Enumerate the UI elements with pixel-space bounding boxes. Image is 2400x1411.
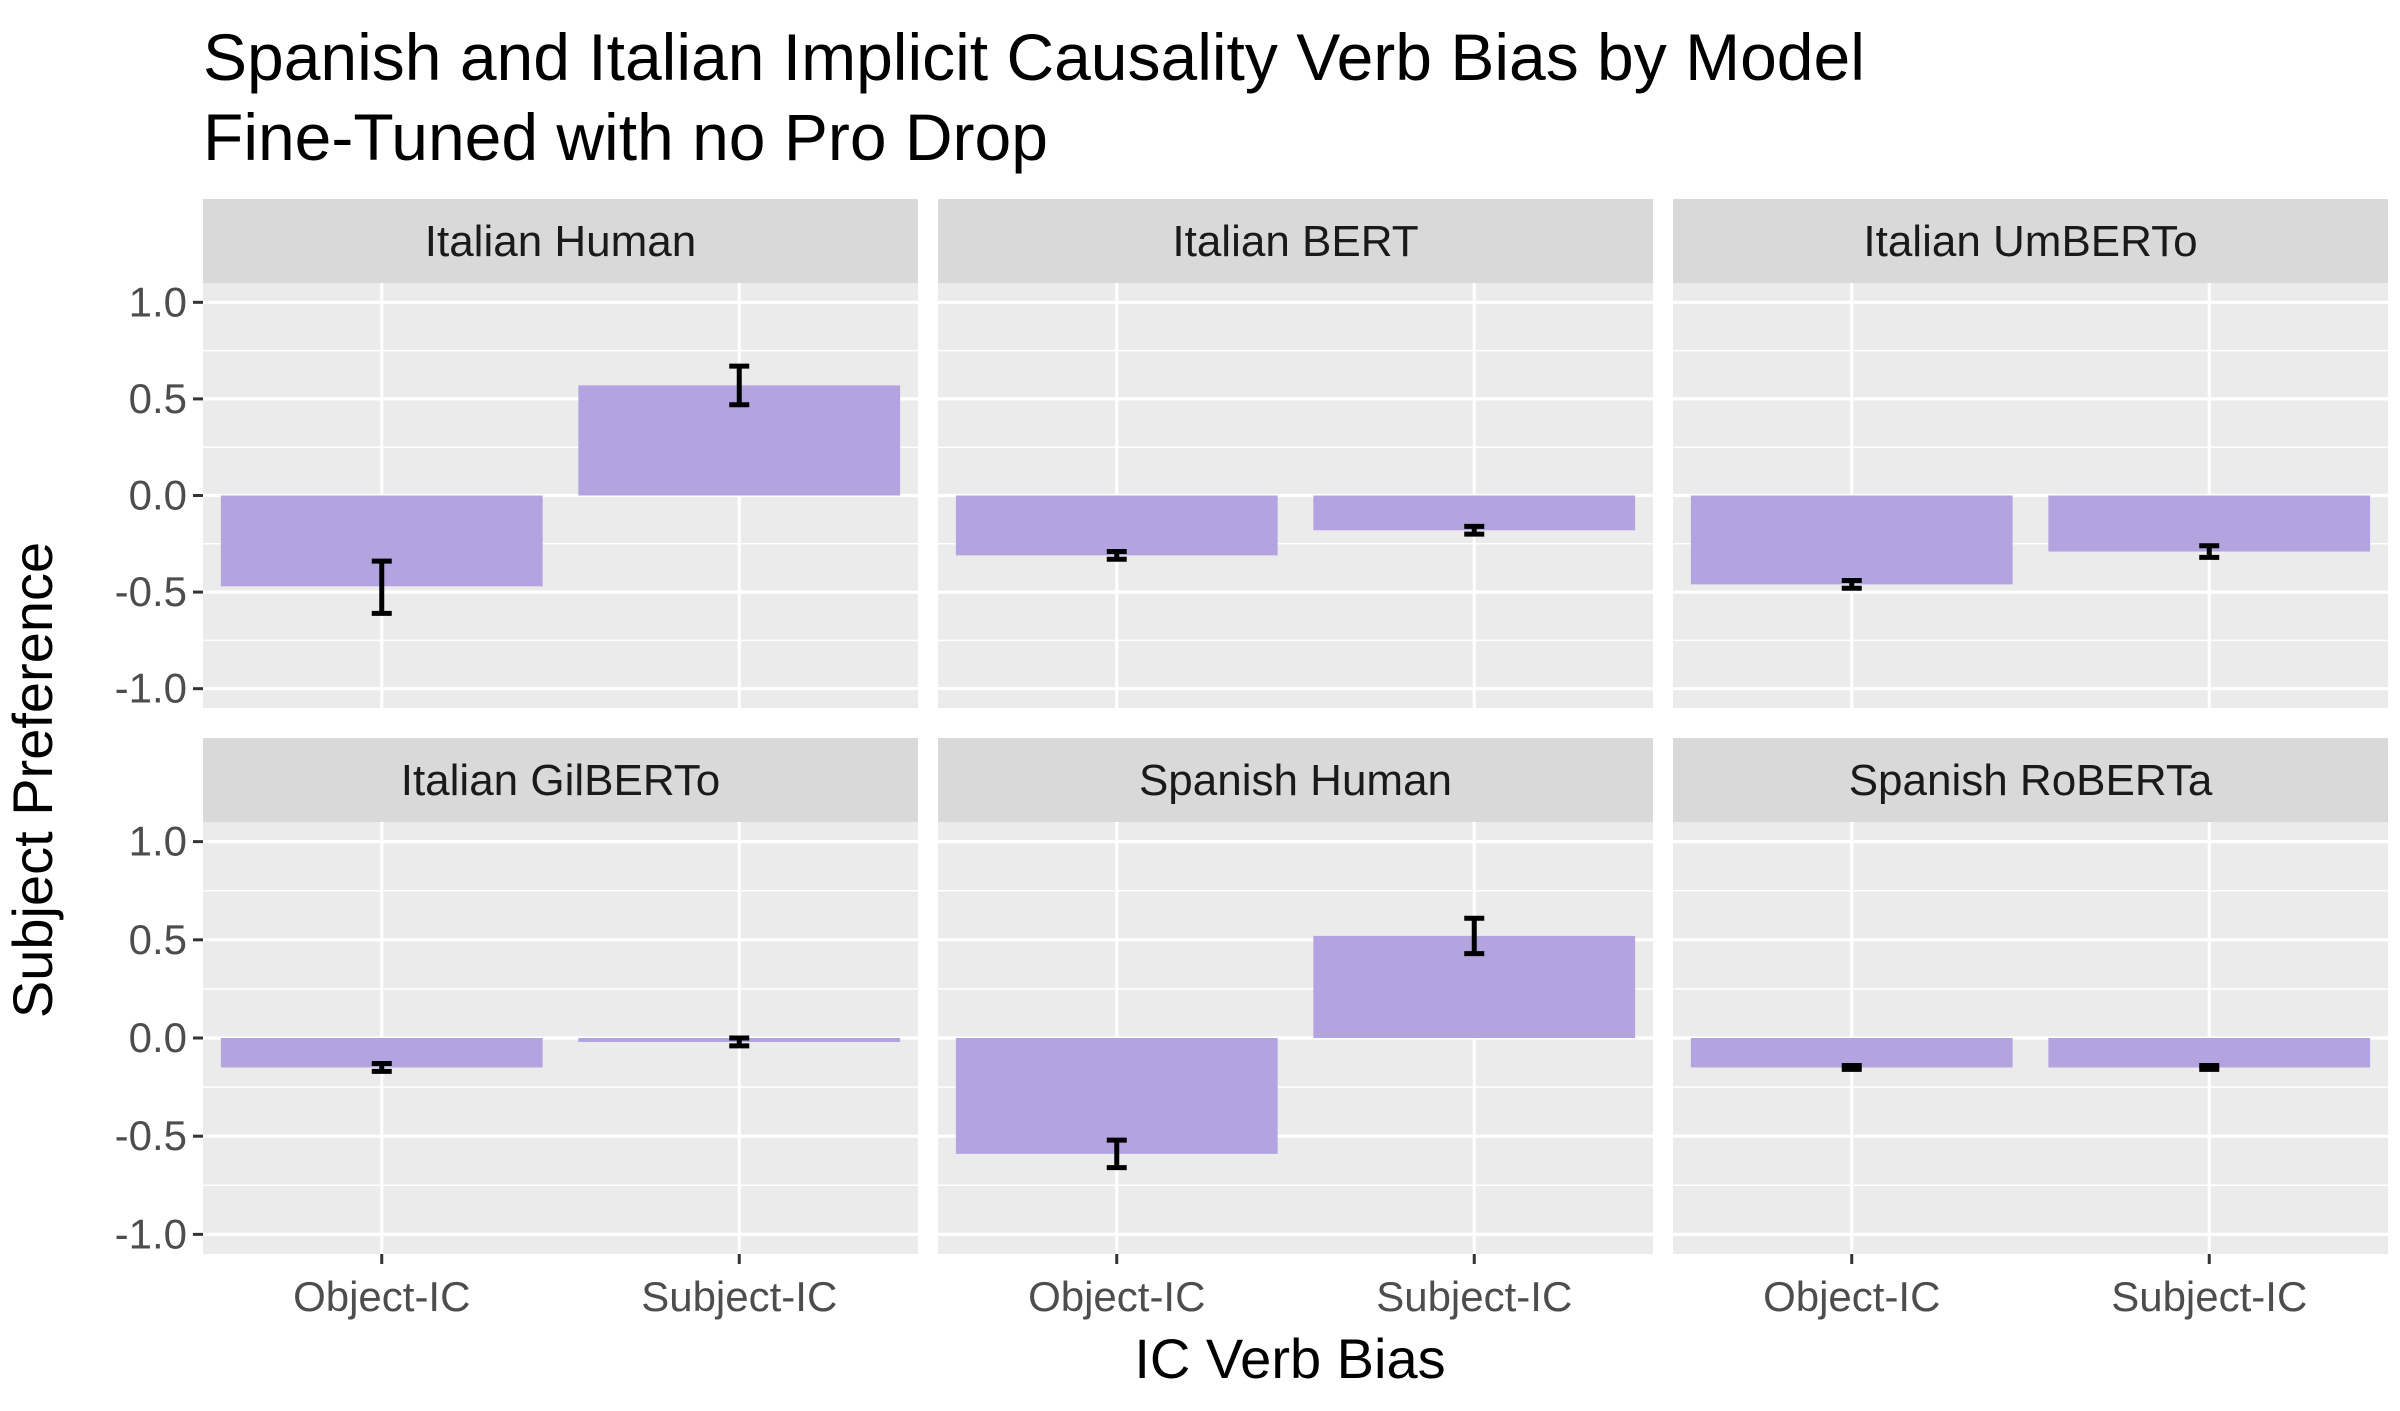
- facet-label: Spanish RoBERTa: [1849, 756, 2213, 805]
- bar: [1690, 1038, 2013, 1068]
- facet-strip: [203, 738, 918, 822]
- error-bar: [371, 558, 392, 616]
- error-bar: [1841, 578, 1862, 591]
- y-tick-label: 1.0: [129, 278, 187, 325]
- y-tick-label: 0.5: [129, 916, 187, 963]
- x-tick-label: Subject-IC: [1376, 1273, 1572, 1320]
- facet-label: Italian Human: [425, 217, 696, 266]
- facet-label: Italian GilBERTo: [401, 756, 721, 805]
- x-tick-label: Object-IC: [293, 1273, 470, 1320]
- chart-title-line-1: Spanish and Italian Implicit Causality V…: [203, 20, 1865, 94]
- facet-panel: Italian GilBERTo: [203, 738, 918, 1254]
- error-bar: [1841, 1062, 1862, 1072]
- error-bar: [1106, 1137, 1127, 1171]
- bar: [2048, 495, 2371, 552]
- bar: [955, 495, 1278, 556]
- facet-panel: Italian BERT: [938, 199, 1653, 708]
- y-axes: 1.0 0.5 0.0 -0.5 -1.0 1.0 0.5 0.0 -0.5 -1.0: [115, 278, 203, 1257]
- y-tick-label: -0.5: [115, 1112, 187, 1159]
- error-bar: [729, 363, 750, 408]
- y-tick-label: -1.0: [115, 665, 187, 712]
- error-bar: [371, 1061, 392, 1074]
- x-tick-label: Subject-IC: [641, 1273, 837, 1320]
- facet-panel: Spanish Human: [938, 738, 1653, 1254]
- bar: [2048, 1038, 2371, 1068]
- facet-panel: Italian UmBERTo: [1673, 199, 2388, 708]
- error-bar: [1464, 915, 1485, 957]
- error-bar: [2199, 1062, 2220, 1072]
- y-tick-label: 0.0: [129, 1014, 187, 1061]
- x-tick-label: Object-IC: [1763, 1273, 1940, 1320]
- facet-panels: Italian Human Italian BERT Italian UmBERTo…: [203, 199, 2388, 1254]
- y-tick-label: -1.0: [115, 1210, 187, 1257]
- x-axes: Object-IC Subject-IC Object-IC Subject-IC Ob…: [293, 1254, 2307, 1320]
- facet-strip: [938, 199, 1653, 283]
- facet-label: Italian BERT: [1172, 217, 1418, 266]
- facet-panel: Spanish RoBERTa: [1673, 738, 2388, 1254]
- facet-panel: Italian Human: [203, 199, 918, 708]
- facet-strip: [1673, 199, 2388, 283]
- facet-strip: [203, 199, 918, 283]
- facet-label: Italian UmBERTo: [1863, 217, 2197, 266]
- facet-strip: [1673, 738, 2388, 822]
- bar: [955, 1038, 1278, 1154]
- y-axis-title: Subject Preference: [1, 542, 64, 1018]
- error-bar: [1464, 523, 1485, 537]
- x-tick-label: Subject-IC: [2111, 1273, 2307, 1320]
- facet-label: Spanish Human: [1139, 756, 1452, 805]
- y-tick-label: -0.5: [115, 568, 187, 615]
- y-tick-label: 0.0: [129, 472, 187, 519]
- x-tick-label: Object-IC: [1028, 1273, 1205, 1320]
- y-tick-label: 0.5: [129, 375, 187, 422]
- chart-title-line-2: Fine-Tuned with no Pro Drop: [203, 100, 1048, 174]
- y-tick-label: 1.0: [129, 818, 187, 865]
- x-axis-title: IC Verb Bias: [1134, 1327, 1445, 1390]
- error-bar: [1106, 549, 1127, 562]
- error-bar: [729, 1035, 750, 1049]
- facet-strip: [938, 738, 1653, 822]
- bar: [1690, 495, 2013, 585]
- error-bar: [2199, 543, 2220, 560]
